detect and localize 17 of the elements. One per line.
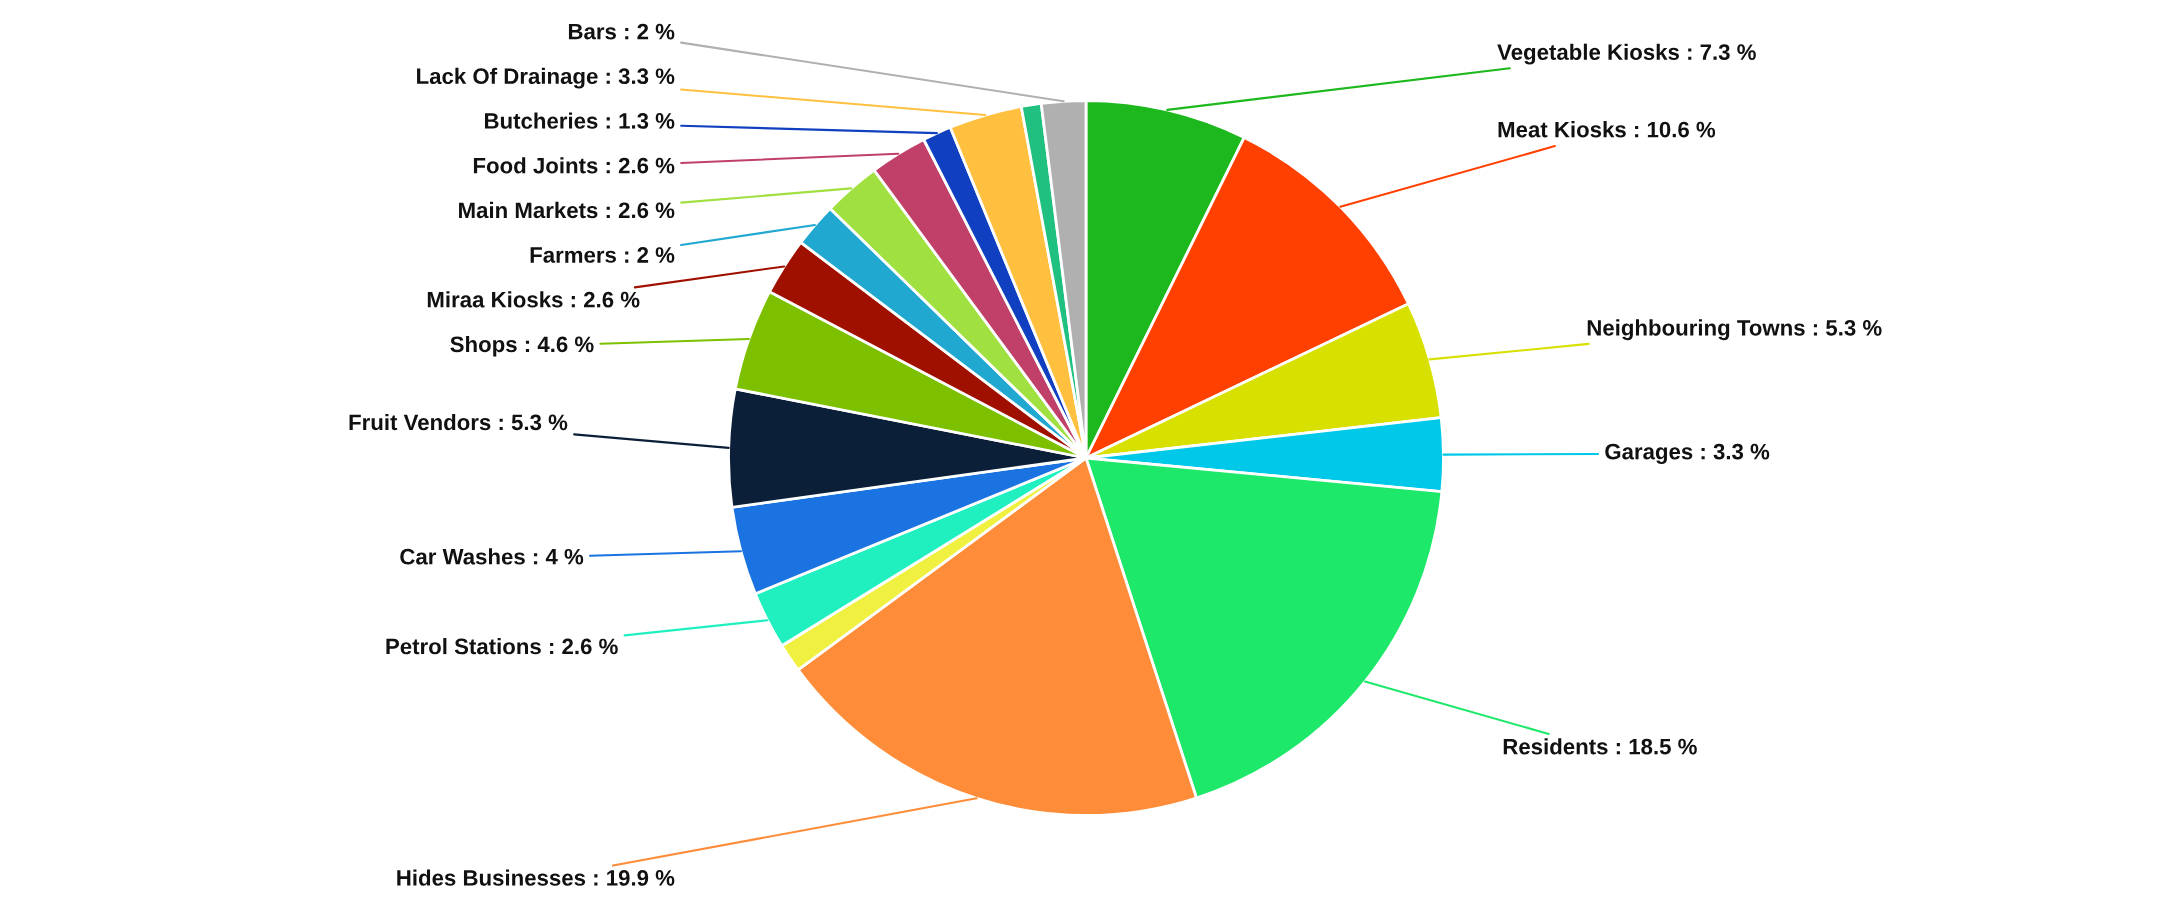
slice-label: Lack Of Drainage : 3.3 % <box>417 67 675 89</box>
slice-label: Hides Businesses : 19.9 % <box>397 869 675 886</box>
slice-label: Car Washes : 4 % <box>400 548 584 565</box>
slice-label: Meat Kiosks : 10.6 % <box>1498 121 1716 138</box>
slice-label: Vegetable Kiosks : 7.3 % <box>1497 43 1756 65</box>
slice-label: Neighbouring Towns : 5.3 % <box>1587 319 1882 341</box>
slice-label: Fruit Vendors : 5.3 % <box>349 413 568 431</box>
slice-label: Petrol Stations : 2.6 % <box>386 638 618 655</box>
slice-label: Butcheries : 1.3 % <box>484 112 675 129</box>
slice-label: Main Markets : 2.6 % <box>459 201 675 219</box>
slice-label: Bars : 2 % <box>568 23 675 40</box>
slice-label: Garages : 3.3 % <box>1605 443 1770 464</box>
slice-label: Shops : 4.6 % <box>450 335 594 357</box>
slice-label: Farmers : 2 % <box>530 247 675 263</box>
slice-label: Miraa Kiosks : 2.6 % <box>427 291 640 308</box>
slice-label: Residents : 18.5 % <box>1503 738 1697 755</box>
slice-label: Food Joints : 2.6 % <box>473 157 675 174</box>
